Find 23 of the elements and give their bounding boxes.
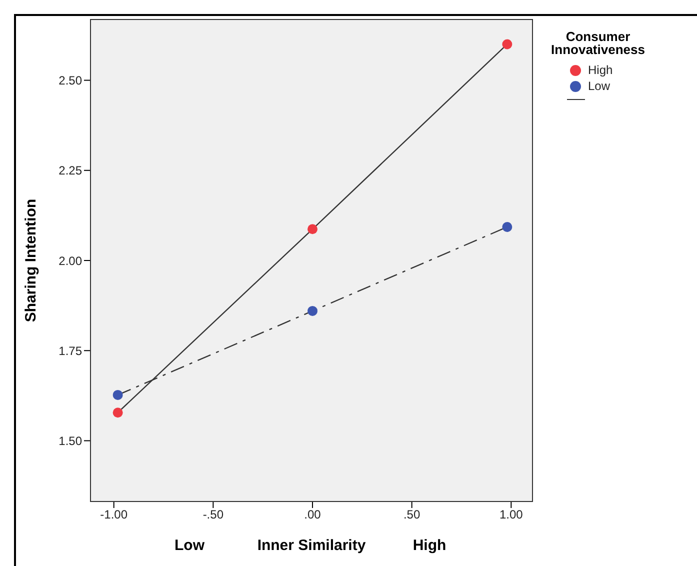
point [502, 222, 512, 232]
y-tick-label: 1.75 [58, 344, 82, 358]
legend-label: Low [588, 79, 610, 93]
text: High [412, 537, 446, 554]
x-axis-title: Inner Similarity [257, 537, 366, 554]
point [307, 306, 318, 316]
legend-title: Consumer Innovativeness [550, 29, 646, 57]
x-tick-label: -.50 [202, 508, 224, 522]
legend-label: High [588, 63, 613, 77]
x-tick-label: .00 [304, 508, 322, 522]
point [307, 224, 318, 234]
y-axis-title: Sharing Intention [22, 198, 40, 322]
point [112, 408, 123, 418]
x-tick-label: -1.00 [100, 508, 128, 522]
point [502, 39, 512, 50]
x-tick-label: 1.00 [499, 508, 524, 522]
y-tick-label: 2.00 [58, 254, 82, 268]
y-tick-label: 2.50 [58, 74, 82, 88]
point [112, 390, 123, 400]
x-tick-label: .50 [403, 508, 420, 522]
y-tick-label: 2.25 [58, 164, 82, 178]
y-tick-label: 1.50 [58, 434, 82, 448]
text: Low [174, 537, 205, 554]
